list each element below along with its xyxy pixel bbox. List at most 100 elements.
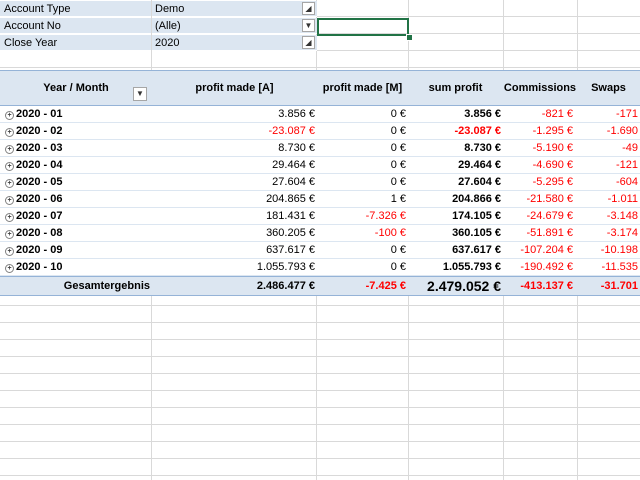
- cell-swaps: -10.198: [600, 244, 638, 256]
- table-row[interactable]: +2020 - 07 181.431 € -7.326 € 174.105 € -24.…: [0, 208, 640, 225]
- filter-value[interactable]: Demo ◢: [152, 1, 317, 17]
- sort-filter-icon[interactable]: ▼: [133, 87, 147, 101]
- expand-icon[interactable]: +: [5, 213, 14, 222]
- table-row[interactable]: +2020 - 04 29.464 € 0 € 29.464 € -4.690 € -12…: [0, 157, 640, 174]
- filter-value[interactable]: 2020 ◢: [152, 35, 317, 51]
- row-label-text: 2020 - 06: [16, 193, 63, 205]
- col-header-sum-profit: sum profit: [428, 82, 483, 94]
- expand-icon[interactable]: +: [5, 145, 14, 154]
- table-row[interactable]: +2020 - 02 -23.087 € 0 € -23.087 € -1.295 € -…: [0, 123, 640, 140]
- row-label-text: 2020 - 01: [16, 108, 63, 120]
- cell-swaps: -11.535: [601, 261, 639, 273]
- cell-swaps: -604: [615, 176, 638, 188]
- total-commissions: -413.137 €: [520, 280, 573, 292]
- row-label-text: 2020 - 07: [16, 210, 63, 222]
- filter-icon[interactable]: ◢: [302, 2, 315, 15]
- table-row[interactable]: +2020 - 06 204.865 € 1 € 204.866 € -21.580 €…: [0, 191, 640, 208]
- cell-profit-a: 181.431 €: [266, 210, 315, 222]
- cell-profit-a: 29.464 €: [272, 159, 315, 171]
- cell-swaps: -3.174: [606, 227, 638, 239]
- expand-icon[interactable]: +: [5, 230, 14, 239]
- cell-swaps: -121: [615, 159, 638, 171]
- cell-sum-profit: 174.105 €: [452, 210, 501, 222]
- table-row[interactable]: +2020 - 10 1.055.793 € 0 € 1.055.793 € -190.…: [0, 259, 640, 276]
- row-label-text: 2020 - 10: [16, 261, 63, 273]
- row-label[interactable]: +2020 - 03: [5, 140, 62, 156]
- col-header-profit-a: profit made [A]: [195, 82, 274, 94]
- cell-sum-profit: -23.087 €: [454, 125, 501, 137]
- row-label-text: 2020 - 03: [16, 142, 63, 154]
- cell-profit-a: 8.730 €: [278, 142, 315, 154]
- cell-commissions: -107.204 €: [520, 244, 573, 256]
- cell-commissions: -5.190 €: [532, 142, 573, 154]
- expand-icon[interactable]: +: [5, 264, 14, 273]
- cell-profit-m: 0 €: [390, 142, 406, 154]
- row-label[interactable]: +2020 - 10: [5, 259, 62, 275]
- report-filter-area: Account Type Demo ◢ Account No (Alle) ▼ …: [0, 1, 317, 52]
- cell-profit-m: -7.326 €: [365, 210, 406, 222]
- fill-handle[interactable]: [406, 34, 413, 41]
- cell-profit-m: 0 €: [390, 261, 406, 273]
- col-header-swaps: Swaps: [591, 82, 626, 94]
- cell-sum-profit: 27.604 €: [458, 176, 501, 188]
- cell-commissions: -51.891 €: [526, 227, 573, 239]
- cell-sum-profit: 8.730 €: [464, 142, 501, 154]
- filter-icon[interactable]: ◢: [302, 36, 315, 49]
- cell-commissions: -821 €: [541, 108, 573, 120]
- cell-commissions: -5.295 €: [532, 176, 573, 188]
- row-label-text: 2020 - 04: [16, 159, 63, 171]
- row-label[interactable]: +2020 - 05: [5, 174, 62, 190]
- expand-icon[interactable]: +: [5, 128, 14, 137]
- row-label-text: 2020 - 05: [16, 176, 63, 188]
- row-label[interactable]: +2020 - 02: [5, 123, 62, 139]
- selected-cell[interactable]: [317, 18, 409, 36]
- cell-commissions: -21.580 €: [526, 193, 573, 205]
- row-label[interactable]: +2020 - 07: [5, 208, 62, 224]
- total-sum-profit: 2.479.052 €: [427, 278, 501, 294]
- grand-total-row: Gesamtergebnis 2.486.477 € -7.425 € 2.47…: [0, 276, 640, 296]
- cell-commissions: -24.679 €: [526, 210, 573, 222]
- cell-profit-m: 1 €: [390, 193, 406, 205]
- expand-icon[interactable]: +: [5, 162, 14, 171]
- table-row[interactable]: +2020 - 01 3.856 € 0 € 3.856 € -821 € -171: [0, 106, 640, 123]
- table-row[interactable]: +2020 - 08 360.205 € -100 € 360.105 € -51.89…: [0, 225, 640, 242]
- total-profit-a: 2.486.477 €: [256, 280, 315, 292]
- filter-value-text: 2020: [155, 37, 180, 49]
- filter-value[interactable]: (Alle) ▼: [152, 18, 317, 34]
- cell-profit-a: 204.865 €: [266, 193, 315, 205]
- cell-profit-a: -23.087 €: [268, 125, 315, 137]
- table-row[interactable]: +2020 - 03 8.730 € 0 € 8.730 € -5.190 € -49: [0, 140, 640, 157]
- filter-row-account-type: Account Type Demo ◢: [0, 1, 317, 18]
- cell-commissions: -1.295 €: [532, 125, 573, 137]
- cell-commissions: -190.492 €: [520, 261, 573, 273]
- row-label[interactable]: +2020 - 06: [5, 191, 62, 207]
- row-label-text: 2020 - 02: [16, 125, 63, 137]
- filter-value-text: Demo: [155, 3, 185, 15]
- pivot-table: Year / Month ▼ profit made [A] profit ma…: [0, 70, 640, 296]
- cell-sum-profit: 29.464 €: [458, 159, 501, 171]
- filter-label: Account Type: [0, 1, 151, 17]
- row-label[interactable]: +2020 - 08: [5, 225, 62, 241]
- expand-icon[interactable]: +: [5, 179, 14, 188]
- dropdown-icon[interactable]: ▼: [302, 19, 315, 32]
- cell-profit-m: -100 €: [374, 227, 406, 239]
- cell-sum-profit: 637.617 €: [452, 244, 501, 256]
- filter-row-close-year: Close Year 2020 ◢: [0, 35, 317, 52]
- expand-icon[interactable]: +: [5, 111, 14, 120]
- cell-swaps: -1.011: [607, 193, 638, 205]
- row-label-text: 2020 - 09: [16, 244, 63, 256]
- col-header-commissions: Commissions: [503, 82, 577, 94]
- expand-icon[interactable]: +: [5, 196, 14, 205]
- row-label[interactable]: +2020 - 09: [5, 242, 62, 258]
- row-label[interactable]: +2020 - 04: [5, 157, 62, 173]
- col-header-profit-m: profit made [M]: [322, 82, 403, 94]
- cell-swaps: -49: [622, 142, 638, 154]
- expand-icon[interactable]: +: [5, 247, 14, 256]
- table-row[interactable]: +2020 - 09 637.617 € 0 € 637.617 € -107.204 …: [0, 242, 640, 259]
- cell-profit-a: 27.604 €: [272, 176, 315, 188]
- cell-swaps: -3.148: [606, 210, 638, 222]
- table-row[interactable]: +2020 - 05 27.604 € 0 € 27.604 € -5.295 € -60…: [0, 174, 640, 191]
- row-label-header: Year / Month: [43, 82, 109, 94]
- cell-sum-profit: 1.055.793 €: [442, 261, 501, 273]
- row-label[interactable]: +2020 - 01: [5, 106, 62, 122]
